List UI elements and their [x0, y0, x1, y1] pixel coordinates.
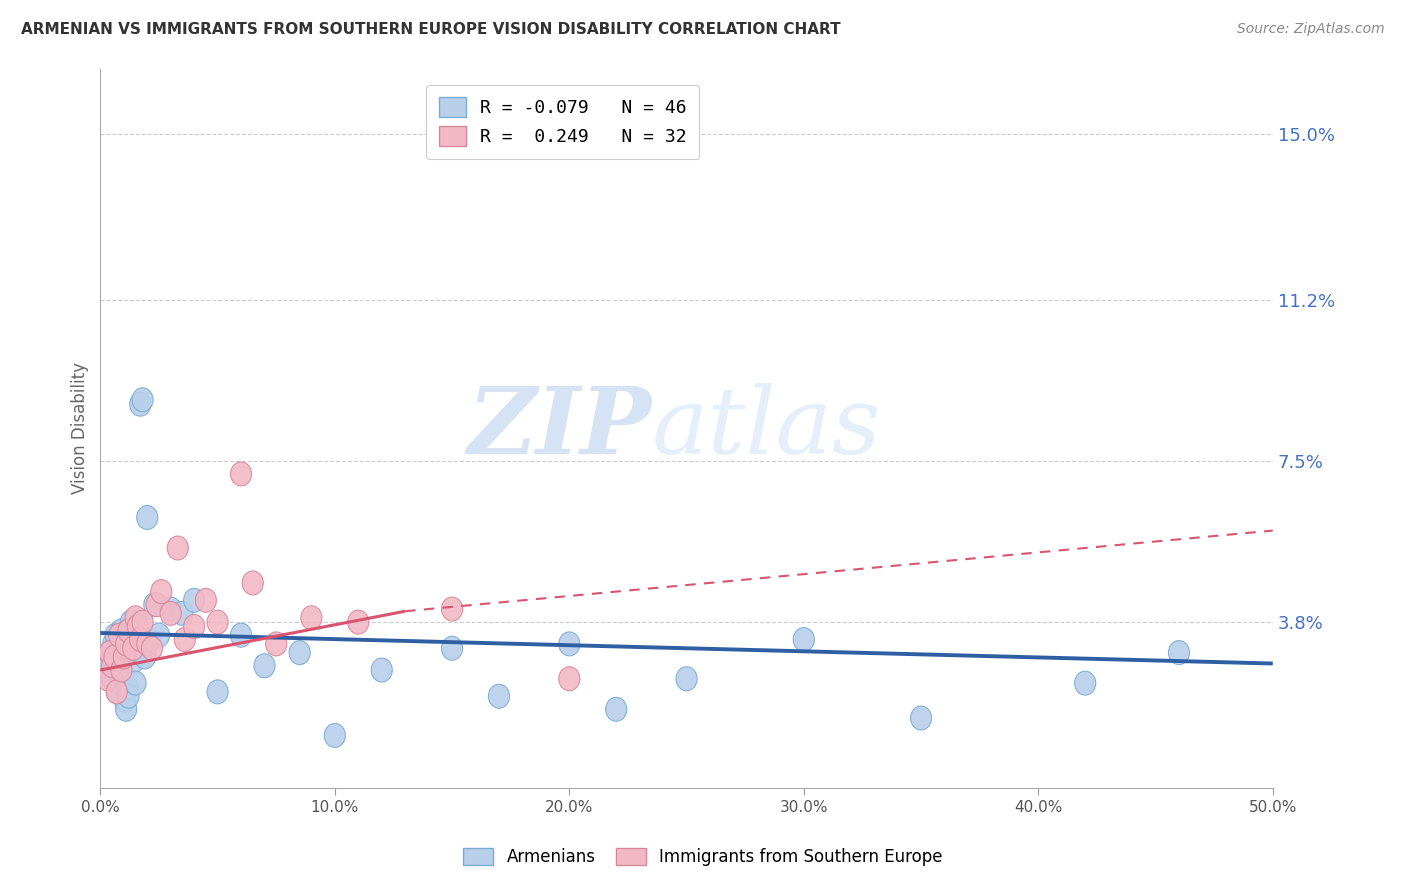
- Ellipse shape: [107, 680, 128, 704]
- Ellipse shape: [114, 645, 135, 669]
- Text: ARMENIAN VS IMMIGRANTS FROM SOUTHERN EUROPE VISION DISABILITY CORRELATION CHART: ARMENIAN VS IMMIGRANTS FROM SOUTHERN EUR…: [21, 22, 841, 37]
- Ellipse shape: [122, 636, 143, 660]
- Text: ZIP: ZIP: [467, 384, 651, 473]
- Y-axis label: Vision Disability: Vision Disability: [72, 362, 89, 494]
- Ellipse shape: [606, 698, 627, 722]
- Text: atlas: atlas: [651, 384, 882, 473]
- Ellipse shape: [676, 667, 697, 690]
- Ellipse shape: [150, 580, 172, 604]
- Ellipse shape: [121, 610, 142, 634]
- Ellipse shape: [793, 628, 814, 651]
- Ellipse shape: [195, 589, 217, 612]
- Ellipse shape: [105, 624, 127, 648]
- Ellipse shape: [125, 671, 146, 695]
- Ellipse shape: [108, 658, 129, 682]
- Ellipse shape: [231, 462, 252, 486]
- Ellipse shape: [115, 632, 136, 656]
- Ellipse shape: [441, 636, 463, 660]
- Ellipse shape: [558, 667, 579, 690]
- Ellipse shape: [254, 654, 276, 678]
- Ellipse shape: [118, 684, 139, 708]
- Ellipse shape: [108, 624, 129, 648]
- Ellipse shape: [101, 667, 122, 690]
- Ellipse shape: [132, 388, 153, 412]
- Ellipse shape: [111, 619, 132, 643]
- Ellipse shape: [97, 667, 118, 690]
- Ellipse shape: [146, 592, 167, 616]
- Ellipse shape: [174, 628, 195, 651]
- Ellipse shape: [242, 571, 263, 595]
- Ellipse shape: [142, 636, 163, 660]
- Ellipse shape: [911, 706, 932, 730]
- Ellipse shape: [207, 610, 228, 634]
- Ellipse shape: [104, 645, 125, 669]
- Ellipse shape: [112, 663, 134, 687]
- Ellipse shape: [1074, 671, 1095, 695]
- Ellipse shape: [558, 632, 579, 656]
- Ellipse shape: [122, 649, 143, 673]
- Ellipse shape: [107, 645, 128, 669]
- Ellipse shape: [160, 601, 181, 625]
- Ellipse shape: [139, 628, 160, 651]
- Ellipse shape: [117, 675, 138, 699]
- Ellipse shape: [128, 640, 149, 665]
- Ellipse shape: [231, 624, 252, 648]
- Ellipse shape: [110, 671, 131, 695]
- Ellipse shape: [129, 392, 150, 417]
- Text: Source: ZipAtlas.com: Source: ZipAtlas.com: [1237, 22, 1385, 37]
- Ellipse shape: [290, 640, 311, 665]
- Ellipse shape: [101, 654, 122, 678]
- Ellipse shape: [107, 680, 128, 704]
- Ellipse shape: [160, 597, 181, 621]
- Ellipse shape: [184, 589, 205, 612]
- Ellipse shape: [488, 684, 509, 708]
- Ellipse shape: [149, 624, 170, 648]
- Ellipse shape: [125, 606, 146, 630]
- Ellipse shape: [103, 632, 124, 656]
- Legend: R = -0.079   N = 46, R =  0.249   N = 32: R = -0.079 N = 46, R = 0.249 N = 32: [426, 85, 699, 159]
- Ellipse shape: [114, 689, 135, 713]
- Ellipse shape: [128, 615, 149, 639]
- Ellipse shape: [114, 636, 135, 660]
- Ellipse shape: [115, 698, 136, 722]
- Ellipse shape: [207, 680, 228, 704]
- Ellipse shape: [135, 645, 156, 669]
- Ellipse shape: [441, 597, 463, 621]
- Ellipse shape: [325, 723, 346, 747]
- Ellipse shape: [100, 640, 121, 665]
- Ellipse shape: [301, 606, 322, 630]
- Ellipse shape: [100, 640, 121, 665]
- Ellipse shape: [1168, 640, 1189, 665]
- Ellipse shape: [129, 628, 150, 651]
- Ellipse shape: [184, 615, 205, 639]
- Legend: Armenians, Immigrants from Southern Europe: Armenians, Immigrants from Southern Euro…: [456, 840, 950, 875]
- Ellipse shape: [132, 610, 153, 634]
- Ellipse shape: [118, 619, 139, 643]
- Ellipse shape: [266, 632, 287, 656]
- Ellipse shape: [136, 632, 157, 656]
- Ellipse shape: [371, 658, 392, 682]
- Ellipse shape: [111, 658, 132, 682]
- Ellipse shape: [167, 536, 188, 560]
- Ellipse shape: [104, 649, 125, 673]
- Ellipse shape: [347, 610, 368, 634]
- Ellipse shape: [143, 592, 165, 616]
- Ellipse shape: [97, 654, 118, 678]
- Ellipse shape: [136, 506, 157, 530]
- Ellipse shape: [172, 601, 193, 625]
